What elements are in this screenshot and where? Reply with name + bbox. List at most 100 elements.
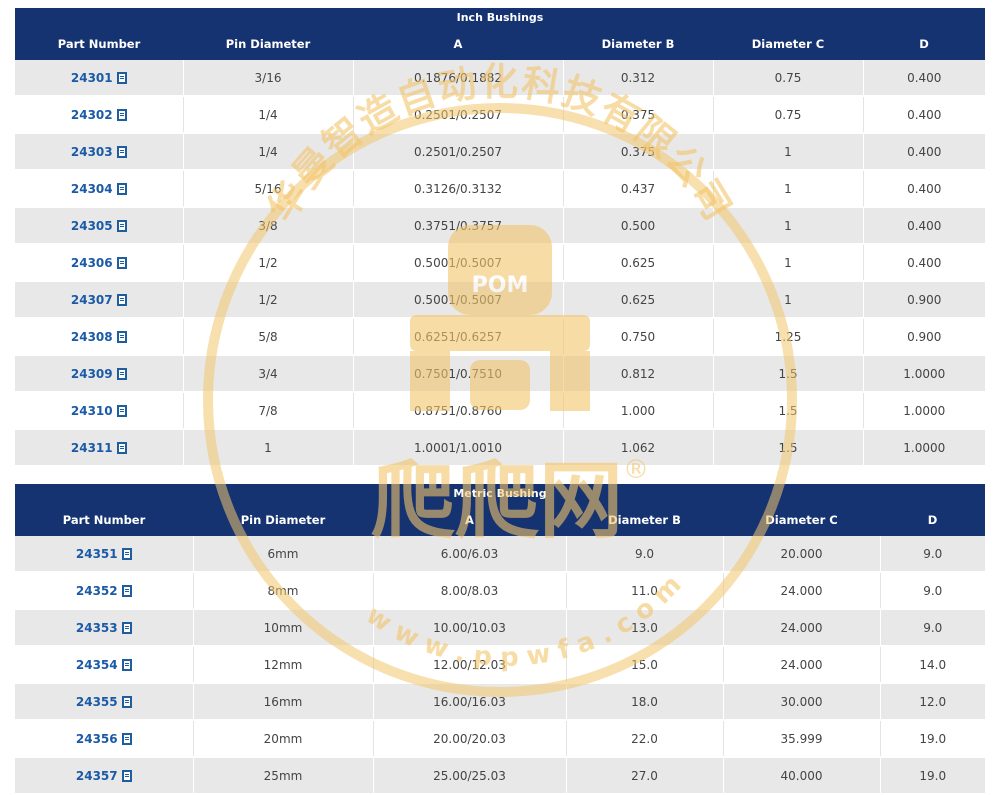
- part-number-link[interactable]: 24306: [70, 255, 113, 270]
- part-number-link[interactable]: 24353: [75, 620, 118, 635]
- part-number-cell: 24352: [15, 572, 194, 610]
- table-cell: 3/8: [183, 207, 354, 245]
- part-number-link[interactable]: 24356: [75, 731, 118, 746]
- pdf-document-icon[interactable]: [116, 330, 127, 343]
- pdf-document-icon[interactable]: [116, 441, 127, 454]
- table-cell: 1.062: [563, 429, 714, 467]
- part-number-link[interactable]: 24308: [70, 329, 113, 344]
- part-number-link[interactable]: 24354: [75, 657, 118, 672]
- table-row: 24307 1/2 0.5001/0.5007 0.625 1 0.900: [15, 281, 985, 319]
- part-number-link[interactable]: 24311: [70, 440, 113, 455]
- table-cell: 0.3126/0.3132: [353, 170, 564, 208]
- table-cell: 22.0: [566, 720, 724, 758]
- part-number-link[interactable]: 24302: [70, 107, 113, 122]
- pdf-document-icon[interactable]: [116, 256, 127, 269]
- table-cell: 35.999: [723, 720, 881, 758]
- table-cell: 30.000: [723, 683, 881, 721]
- table-row: 24308 5/8 0.6251/0.6257 0.750 1.25 0.900: [15, 318, 985, 356]
- pdf-document-icon[interactable]: [116, 219, 127, 232]
- part-number-cell: 24309: [15, 355, 184, 393]
- part-number-link[interactable]: 24304: [70, 181, 113, 196]
- part-number-link[interactable]: 24301: [70, 70, 113, 85]
- pdf-document-icon[interactable]: [121, 547, 132, 560]
- table-cell: 7/8: [183, 392, 354, 430]
- table-cell: 15.0: [566, 646, 724, 684]
- pdf-document-icon[interactable]: [121, 695, 132, 708]
- table-cell: 12.00/12.03: [373, 646, 567, 684]
- table-cell: 0.6251/0.6257: [353, 318, 564, 356]
- table-cell: 1.0000: [863, 355, 985, 393]
- table-cell: 9.0: [880, 609, 985, 647]
- table-cell: 20.00/20.03: [373, 720, 567, 758]
- metric-table-title: Metric Bushing: [15, 484, 985, 503]
- table-cell: 14.0: [880, 646, 985, 684]
- part-number-link[interactable]: 24352: [75, 583, 118, 598]
- table-cell: 1.5: [713, 355, 864, 393]
- inch-bushings-table: Inch Bushings Part Number Pin Diameter A Di…: [15, 8, 985, 467]
- table-cell: 1.25: [713, 318, 864, 356]
- pdf-document-icon[interactable]: [116, 293, 127, 306]
- pdf-document-icon[interactable]: [121, 658, 132, 671]
- pdf-document-icon[interactable]: [121, 732, 132, 745]
- table-cell: 27.0: [566, 757, 724, 795]
- table-cell: 1/2: [183, 244, 354, 282]
- table-cell: 1.0000: [863, 429, 985, 467]
- inch-table-body: 24301 3/16 0.1876/0.1882 0.312 0.75 0.400 2430…: [15, 60, 985, 467]
- table-cell: 25.00/25.03: [373, 757, 567, 795]
- inch-col-header: D: [863, 27, 985, 60]
- part-number-cell: 24354: [15, 646, 194, 684]
- pdf-document-icon[interactable]: [116, 108, 127, 121]
- part-number-link[interactable]: 24351: [75, 546, 118, 561]
- table-cell: 24.000: [723, 609, 881, 647]
- part-number-link[interactable]: 24355: [75, 694, 118, 709]
- part-number-link[interactable]: 24303: [70, 144, 113, 159]
- table-cell: 0.2501/0.2507: [353, 133, 564, 171]
- table-cell: 1.5: [713, 429, 864, 467]
- table-cell: 0.5001/0.5007: [353, 281, 564, 319]
- metric-col-header: Diameter B: [566, 503, 723, 536]
- pdf-document-icon[interactable]: [121, 584, 132, 597]
- pdf-document-icon[interactable]: [116, 145, 127, 158]
- table-row: 24304 5/16 0.3126/0.3132 0.437 1 0.400: [15, 170, 985, 208]
- pdf-document-icon[interactable]: [116, 367, 127, 380]
- table-cell: 0.500: [563, 207, 714, 245]
- metric-table-header: Part Number Pin Diameter A Diameter B Diamet…: [15, 503, 985, 536]
- pdf-document-icon[interactable]: [116, 182, 127, 195]
- pdf-document-icon[interactable]: [116, 71, 127, 84]
- table-cell: 1: [713, 281, 864, 319]
- metric-col-header: Part Number: [15, 503, 193, 536]
- part-number-cell: 24355: [15, 683, 194, 721]
- part-number-cell: 24307: [15, 281, 184, 319]
- table-cell: 1: [713, 244, 864, 282]
- table-cell: 0.312: [563, 60, 714, 97]
- pdf-document-icon[interactable]: [121, 621, 132, 634]
- inch-col-header: Diameter C: [713, 27, 863, 60]
- table-cell: 6.00/6.03: [373, 536, 567, 573]
- table-cell: 0.750: [563, 318, 714, 356]
- table-cell: 24.000: [723, 572, 881, 610]
- table-cell: 12.0: [880, 683, 985, 721]
- part-number-link[interactable]: 24307: [70, 292, 113, 307]
- table-row: 24311 1 1.0001/1.0010 1.062 1.5 1.0000: [15, 429, 985, 467]
- inch-col-header: Part Number: [15, 27, 183, 60]
- part-number-cell: 24302: [15, 96, 184, 134]
- table-cell: 11.0: [566, 572, 724, 610]
- pdf-document-icon[interactable]: [116, 404, 127, 417]
- table-row: 24351 6mm 6.00/6.03 9.0 20.000 9.0: [15, 536, 985, 573]
- table-cell: 24.000: [723, 646, 881, 684]
- table-cell: 10.00/10.03: [373, 609, 567, 647]
- metric-table-body: 24351 6mm 6.00/6.03 9.0 20.000 9.0 24352 8mm 8.0…: [15, 536, 985, 795]
- part-number-link[interactable]: 24305: [70, 218, 113, 233]
- table-cell: 12mm: [193, 646, 374, 684]
- part-number-link[interactable]: 24309: [70, 366, 113, 381]
- table-cell: 20.000: [723, 536, 881, 573]
- part-number-link[interactable]: 24310: [70, 403, 113, 418]
- table-cell: 0.3751/0.3757: [353, 207, 564, 245]
- table-row: 24301 3/16 0.1876/0.1882 0.312 0.75 0.400: [15, 60, 985, 97]
- pdf-document-icon[interactable]: [121, 769, 132, 782]
- part-number-link[interactable]: 24357: [75, 768, 118, 783]
- inch-col-header: Pin Diameter: [183, 27, 353, 60]
- part-number-cell: 24304: [15, 170, 184, 208]
- table-cell: 1/2: [183, 281, 354, 319]
- part-number-cell: 24351: [15, 536, 194, 573]
